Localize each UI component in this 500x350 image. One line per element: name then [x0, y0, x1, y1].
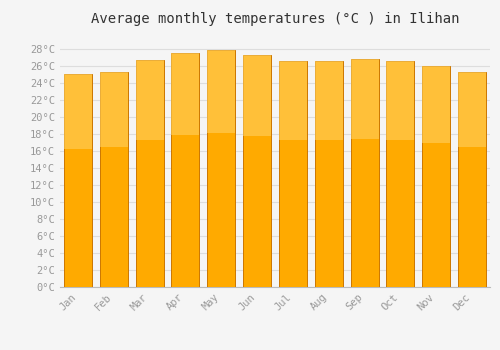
Bar: [315, 61, 342, 287]
Bar: [386, 61, 414, 140]
Bar: [208, 50, 235, 287]
Bar: [243, 55, 271, 287]
Bar: [100, 71, 128, 147]
Bar: [100, 71, 128, 287]
Bar: [422, 65, 450, 287]
Bar: [386, 61, 414, 287]
Bar: [172, 53, 200, 135]
Bar: [458, 72, 486, 147]
Bar: [64, 74, 92, 287]
Bar: [136, 61, 164, 140]
Bar: [136, 61, 164, 287]
Bar: [64, 74, 92, 149]
Bar: [350, 59, 378, 139]
Bar: [422, 65, 450, 143]
Bar: [279, 61, 307, 287]
Bar: [315, 61, 342, 140]
Bar: [458, 72, 486, 287]
Title: Average monthly temperatures (°C ) in Ilihan: Average monthly temperatures (°C ) in Il…: [91, 12, 459, 26]
Bar: [208, 50, 235, 133]
Bar: [350, 59, 378, 287]
Bar: [243, 55, 271, 136]
Bar: [172, 53, 200, 287]
Bar: [279, 61, 307, 140]
